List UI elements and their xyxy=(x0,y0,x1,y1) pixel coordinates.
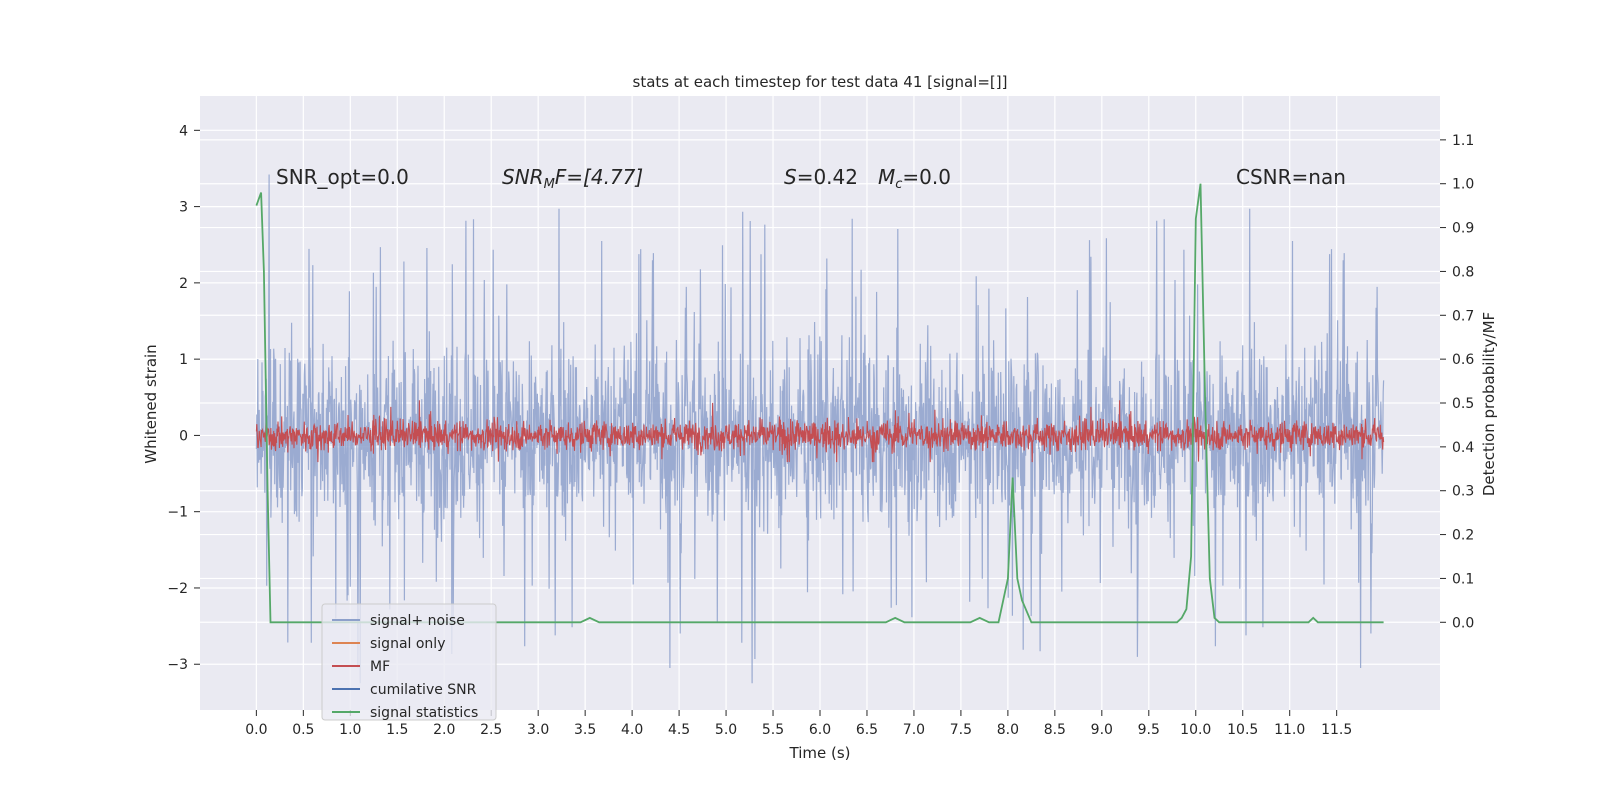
x-tick-label: 8.0 xyxy=(997,722,1019,738)
y2-tick-label: 0.2 xyxy=(1452,528,1474,544)
y-tick-label: −2 xyxy=(167,581,188,597)
x-tick-label: 3.0 xyxy=(527,722,549,738)
y2-tick-label: 0.8 xyxy=(1452,264,1474,280)
x-tick-label: 2.0 xyxy=(433,722,455,738)
annotation-mc-subscript: c xyxy=(895,177,902,192)
annotation-snr-mf: SNRMF=[4.77] xyxy=(502,165,643,192)
x-tick-label: 2.5 xyxy=(480,722,502,738)
y2-tick-label: 0.9 xyxy=(1452,221,1474,237)
x-axis-label: Time (s) xyxy=(789,744,851,762)
x-axis-ticks: 0.0 0.5 1.0 1.5 2.0 2.5 3.0 3.5 4.0 4.5 5.0 5.5 6.0 6… xyxy=(245,710,1352,738)
legend-label: signal only xyxy=(370,636,445,652)
x-tick-label: 6.0 xyxy=(809,722,831,738)
annotation-snr-opt: SNR_opt=0.0 xyxy=(276,165,409,189)
y2-tick-label: 0.0 xyxy=(1452,615,1474,631)
annotation-s-value: =0.42 xyxy=(797,165,858,189)
x-tick-label: 4.5 xyxy=(668,722,690,738)
y-tick-label: 4 xyxy=(179,123,188,139)
legend-label: MF xyxy=(370,659,390,675)
y-tick-label: 3 xyxy=(179,200,188,216)
line-signal-noise xyxy=(255,174,1385,684)
y2-tick-label: 0.5 xyxy=(1452,396,1474,412)
annotation-mc-value: =0.0 xyxy=(902,165,951,189)
x-tick-label: 3.5 xyxy=(574,722,596,738)
annotation-snr-mf-f: F=[4.77] xyxy=(555,165,643,189)
y2-axis-ticks: 0.0 0.1 0.2 0.3 0.4 0.5 0.6 0.7 0.8 0.9 1.0 1.1 xyxy=(1440,133,1474,631)
x-tick-label: 11.5 xyxy=(1321,722,1352,738)
y2-tick-label: 0.3 xyxy=(1452,484,1474,500)
x-tick-label: 9.5 xyxy=(1138,722,1160,738)
series-signal-noise xyxy=(255,174,1385,684)
x-tick-label: 6.5 xyxy=(856,722,878,738)
annotation-s-symbol: S xyxy=(784,165,797,189)
chart-title: stats at each timestep for test data 41 … xyxy=(633,73,1008,91)
x-tick-label: 5.0 xyxy=(715,722,737,738)
line-mf xyxy=(255,400,1385,463)
y2-tick-label: 0.7 xyxy=(1452,308,1474,324)
legend-label: signal+ noise xyxy=(370,613,465,629)
y-tick-label: 2 xyxy=(179,276,188,292)
x-tick-label: 0.5 xyxy=(292,722,314,738)
legend-label: signal statistics xyxy=(370,705,478,721)
y-tick-label: 1 xyxy=(179,352,188,368)
y2-tick-label: 1.0 xyxy=(1452,177,1474,193)
series-mf xyxy=(255,400,1385,463)
annotation-mc-symbol: M xyxy=(878,165,895,189)
y-axis-ticks: −3 −2 −1 0 1 2 3 4 xyxy=(167,123,200,673)
x-tick-label: 7.5 xyxy=(950,722,972,738)
y2-tick-label: 0.6 xyxy=(1452,352,1474,368)
x-tick-label: 7.0 xyxy=(903,722,925,738)
y2-tick-label: 0.4 xyxy=(1452,440,1474,456)
annotation-csnr: CSNR=nan xyxy=(1236,165,1346,189)
x-tick-label: 11.0 xyxy=(1274,722,1305,738)
x-tick-label: 4.0 xyxy=(621,722,643,738)
y-tick-label: −1 xyxy=(167,505,188,521)
x-tick-label: 8.5 xyxy=(1044,722,1066,738)
x-tick-label: 10.5 xyxy=(1227,722,1258,738)
legend: signal+ noise signal only MF cumilative SNR… xyxy=(321,603,497,721)
x-tick-label: 0.0 xyxy=(245,722,267,738)
annotation-snr-mf-symbol: SNR xyxy=(502,165,544,189)
x-tick-label: 10.0 xyxy=(1180,722,1211,738)
y2-tick-label: 1.1 xyxy=(1452,133,1474,149)
legend-box xyxy=(321,603,497,721)
annotation-snr-mf-subscript: M xyxy=(544,177,555,192)
x-tick-label: 1.5 xyxy=(386,722,408,738)
y2-tick-label: 0.1 xyxy=(1452,571,1474,587)
y-tick-label: −3 xyxy=(167,657,188,673)
x-tick-label: 1.0 xyxy=(339,722,361,738)
x-tick-label: 9.0 xyxy=(1091,722,1113,738)
y2-axis-label: Detection probability/MF xyxy=(1480,312,1498,496)
annotation-s: S=0.42 xyxy=(784,165,858,189)
legend-label: cumilative SNR xyxy=(370,682,477,698)
y-tick-label: 0 xyxy=(179,428,188,444)
annotation-mc: Mc=0.0 xyxy=(878,165,951,192)
x-tick-label: 5.5 xyxy=(762,722,784,738)
y-axis-label: Whitened strain xyxy=(142,344,160,463)
